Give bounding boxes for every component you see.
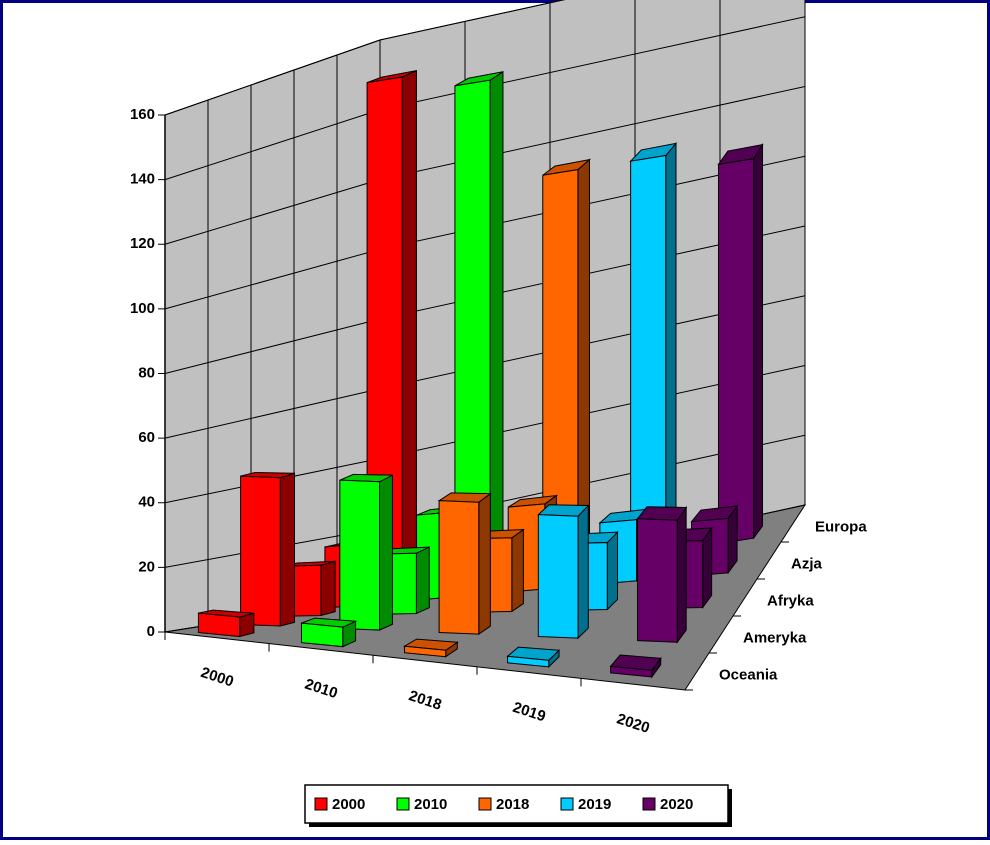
legend-label: 2020: [660, 796, 693, 813]
bar: [197, 612, 241, 638]
legend-label: 2019: [578, 796, 611, 813]
z-tick-label: Ameryka: [743, 629, 807, 646]
bar: [610, 665, 653, 678]
y-tick-label: 120: [130, 235, 155, 252]
legend-label: 2018: [496, 796, 529, 813]
bar-side: [415, 546, 430, 615]
bar: [717, 158, 755, 545]
grid-line: [164, 0, 566, 116]
bar-top: [636, 506, 688, 521]
z-tick-label: Europa: [815, 518, 867, 535]
bar-side: [279, 472, 296, 627]
y-tick-label: 80: [138, 364, 155, 381]
legend-swatch: [642, 797, 656, 811]
y-tick-label: 160: [130, 106, 155, 123]
y-tick-label: 140: [130, 171, 155, 188]
bar: [507, 655, 550, 668]
legend-swatch: [314, 797, 328, 811]
bar-side: [489, 70, 504, 582]
bar-side: [753, 142, 764, 540]
bar-side: [702, 526, 713, 610]
y-tick-label: 0: [147, 623, 155, 640]
bar: [240, 475, 281, 627]
y-tick-label: 60: [138, 429, 155, 446]
legend: [304, 784, 729, 824]
bar-side: [478, 492, 491, 636]
bar: [404, 645, 447, 658]
legend-label: 2000: [332, 796, 365, 813]
bar-side: [665, 142, 677, 554]
bar: [339, 479, 381, 631]
bar: [300, 622, 344, 648]
bar: [630, 154, 667, 559]
y-tick-label: 20: [138, 558, 155, 575]
legend-swatch: [396, 797, 410, 811]
bar-side: [676, 505, 687, 644]
y-tick-label: 40: [138, 494, 155, 511]
bar-side: [379, 474, 393, 631]
bar: [438, 500, 480, 635]
z-tick-label: Afryka: [767, 592, 814, 609]
legend-swatch: [478, 797, 492, 811]
legend-swatch: [560, 797, 574, 811]
bar-side: [606, 530, 619, 611]
y-tick-label: 100: [130, 300, 155, 317]
bar-side: [401, 69, 417, 596]
bar: [537, 514, 579, 639]
z-tick-label: Azja: [791, 555, 823, 572]
bar-side: [577, 504, 589, 640]
z-tick-label: Oceania: [719, 666, 778, 683]
legend-label: 2010: [414, 796, 447, 813]
bar-side: [320, 560, 336, 617]
bar-side: [511, 528, 524, 613]
bar: [637, 518, 678, 643]
